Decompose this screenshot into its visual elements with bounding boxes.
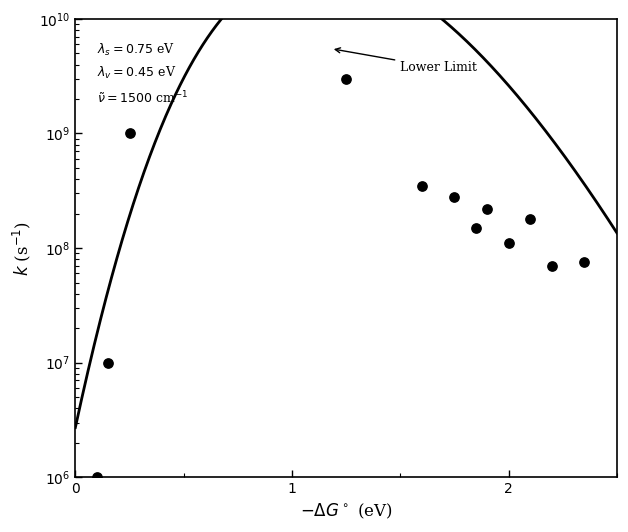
- Point: [482, 205, 492, 213]
- X-axis label: $-\Delta G^\circ$ (eV): $-\Delta G^\circ$ (eV): [300, 502, 392, 521]
- Text: $\lambda_s = 0.75$ eV
$\lambda_v = 0.45$ eV
$\tilde{\nu} = 1500$ cm$^{-1}$: $\lambda_s = 0.75$ eV $\lambda_v = 0.45$…: [97, 42, 188, 106]
- Text: Lower Limit: Lower Limit: [335, 48, 477, 74]
- Point: [92, 473, 102, 481]
- Point: [450, 193, 460, 201]
- Point: [580, 258, 590, 267]
- Y-axis label: $k$ (s$^{-1}$): $k$ (s$^{-1}$): [11, 221, 33, 276]
- Point: [103, 359, 113, 367]
- Point: [124, 129, 134, 138]
- Point: [504, 239, 514, 247]
- Point: [341, 74, 351, 83]
- Point: [471, 223, 481, 232]
- Point: [525, 214, 535, 223]
- Point: [547, 262, 557, 270]
- Point: [417, 181, 427, 190]
